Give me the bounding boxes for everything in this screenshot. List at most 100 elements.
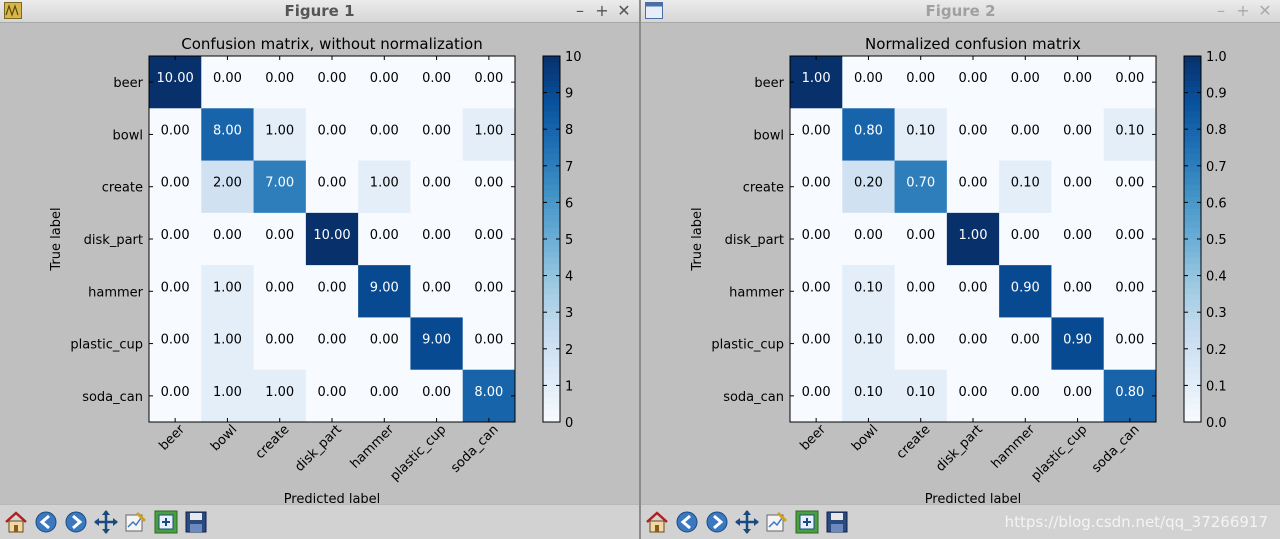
cell-label: 0.00	[422, 280, 451, 295]
cell-label: 1.00	[265, 123, 294, 138]
plot-canvas[interactable]: Normalized confusion matrix 1.00 0.00 0.00 0…	[641, 23, 1280, 504]
colorbar-segment	[543, 202, 560, 209]
app-icon	[4, 2, 22, 19]
forward-icon[interactable]	[704, 509, 730, 535]
home-icon[interactable]	[3, 509, 29, 535]
cell-label: 0.00	[1011, 123, 1040, 138]
heatmap-cell	[1103, 160, 1157, 214]
pan-icon[interactable]	[734, 509, 760, 535]
cell-label: 0.10	[906, 123, 935, 138]
heatmap-cell	[305, 212, 359, 266]
colorbar-tick-label: 0.1	[1206, 379, 1227, 394]
cell-label: 0.00	[1115, 176, 1144, 191]
heatmap-cell	[1051, 212, 1105, 266]
heatmap-cell	[358, 317, 411, 371]
colorbar-segment	[1184, 409, 1201, 417]
minimize-icon[interactable]: –	[1217, 1, 1225, 20]
close-icon[interactable]: ✕	[617, 1, 631, 20]
heatmap-cell	[149, 317, 202, 371]
confusion-matrix-chart: Confusion matrix, without normalization 1…	[49, 35, 582, 504]
cell-label: 0.00	[959, 385, 988, 400]
pan-icon[interactable]	[93, 509, 119, 535]
colorbar-segment	[543, 232, 560, 240]
colorbar-segment	[543, 196, 560, 203]
x-tick-label: create	[253, 422, 293, 462]
heatmap-cell	[1103, 369, 1157, 423]
heatmap-cell	[305, 108, 359, 161]
heatmap-cell	[946, 160, 1000, 214]
cell-label: 0.00	[474, 280, 503, 295]
cell-label: 0.10	[854, 385, 883, 400]
heatmap-cell	[305, 317, 359, 371]
zoom-icon[interactable]	[794, 509, 820, 535]
confusion-matrix-chart: Normalized confusion matrix 1.00 0.00 0.00 0…	[690, 35, 1227, 504]
x-tick-label: beer	[797, 422, 829, 454]
heatmap-cell	[201, 369, 254, 423]
colorbar-segment	[1184, 129, 1201, 136]
colorbar-segment	[1184, 56, 1201, 63]
window-titlebar[interactable]: Figure 2 – + ✕	[641, 0, 1280, 23]
heatmap-cell	[410, 317, 464, 371]
colorbar-tick-label: 4	[565, 270, 573, 285]
heatmap-cell	[358, 160, 411, 214]
cell-label: 0.00	[1063, 228, 1092, 243]
cell-label: 0.00	[422, 71, 451, 86]
configure-subplots-icon[interactable]	[764, 509, 790, 535]
colorbar-segment	[1184, 385, 1201, 392]
save-icon[interactable]	[824, 509, 850, 535]
colorbar-segment	[543, 391, 560, 399]
colorbar-segment	[1184, 62, 1201, 69]
heatmap-cell	[790, 317, 843, 371]
cell-label: 0.00	[1115, 228, 1144, 243]
minimize-icon[interactable]: –	[576, 1, 584, 20]
window-titlebar[interactable]: Figure 1 – + ✕	[0, 0, 639, 23]
heatmap-cell	[201, 317, 254, 371]
y-tick-label: disk_part	[84, 233, 143, 248]
home-icon[interactable]	[644, 509, 670, 535]
heatmap-cell	[946, 317, 1000, 371]
cell-label: 0.00	[474, 333, 503, 348]
cell-label: 0.00	[370, 71, 399, 86]
colorbar-tick-label: 1.0	[1206, 50, 1227, 65]
forward-icon[interactable]	[63, 509, 89, 535]
cell-label: 0.00	[1011, 333, 1040, 348]
maximize-icon[interactable]: +	[595, 1, 609, 20]
colorbar-segment	[1184, 300, 1201, 307]
colorbar-segment	[1184, 184, 1201, 191]
colorbar-segment	[543, 165, 560, 173]
colorbar-segment	[543, 348, 560, 356]
colorbar-segment	[1184, 257, 1201, 264]
y-tick-label: plastic_cup	[70, 338, 143, 353]
save-icon[interactable]	[183, 509, 209, 535]
heatmap-cell	[149, 265, 202, 318]
cell-label: 0.00	[161, 228, 190, 243]
heatmap-cell	[358, 108, 411, 161]
cell-label: 0.00	[370, 123, 399, 138]
back-icon[interactable]	[674, 509, 700, 535]
y-tick-label: create	[743, 181, 784, 196]
zoom-icon[interactable]	[153, 509, 179, 535]
cell-label: 0.00	[802, 280, 831, 295]
colorbar-segment	[543, 214, 560, 222]
colorbar-segment	[1184, 141, 1201, 148]
heatmap-cell	[358, 265, 411, 318]
x-tick-label: plastic_cup	[1028, 422, 1090, 484]
close-icon[interactable]: ✕	[1258, 1, 1272, 20]
plot-canvas[interactable]: Confusion matrix, without normalization 1…	[0, 23, 639, 504]
colorbar-segment	[1184, 251, 1201, 258]
cell-label: 0.10	[1115, 123, 1144, 138]
back-icon[interactable]	[33, 509, 59, 535]
heatmap-cell	[842, 108, 895, 161]
colorbar-tick-label: 0.4	[1206, 270, 1227, 285]
colorbar-segment	[1184, 403, 1201, 411]
x-tick-label: hammer	[989, 422, 1039, 472]
colorbar-tick-label: 0.5	[1206, 233, 1227, 248]
colorbar-segment	[543, 190, 560, 197]
x-tick-label: bowl	[208, 422, 240, 454]
maximize-icon[interactable]: +	[1236, 1, 1250, 20]
figure-window-1: Figure 1 – + ✕ Confusion matrix, without…	[0, 0, 639, 539]
configure-subplots-icon[interactable]	[123, 509, 149, 535]
heatmap-cell	[999, 108, 1052, 161]
colorbar-segment	[543, 178, 560, 185]
heatmap-cell	[149, 212, 202, 266]
